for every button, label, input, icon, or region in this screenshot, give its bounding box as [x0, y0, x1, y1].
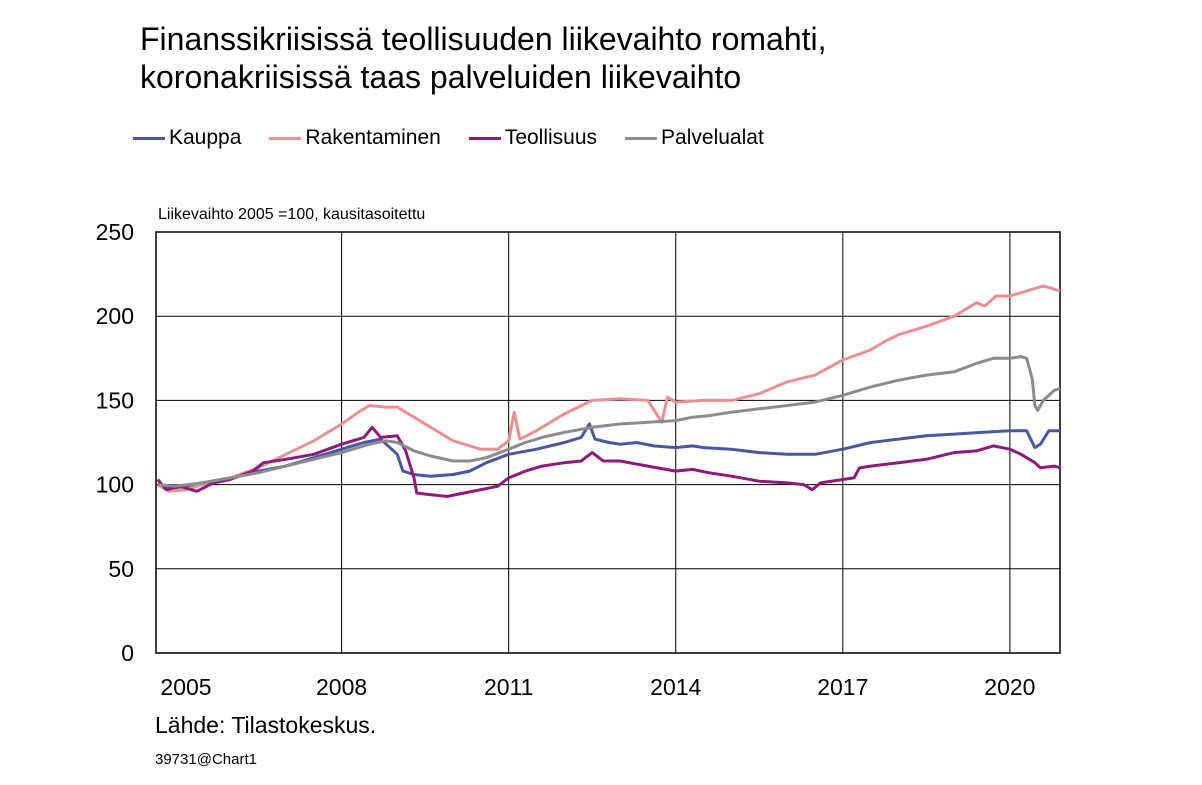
legend-swatch: [269, 136, 302, 140]
x-tick-label: 2008: [316, 674, 367, 700]
chart-id: 39731@Chart1: [155, 751, 257, 768]
legend-label: Kauppa: [169, 126, 242, 149]
series-line-rakentaminen: [157, 284, 1061, 493]
x-tick-label: 2005: [160, 674, 211, 700]
x-axis-ticks: 2005 2008 2011 2014 2017 2020: [160, 674, 1035, 700]
plot-area-frame: [155, 231, 1061, 654]
legend-label: Palvelualat: [661, 126, 764, 149]
legend-swatch: [468, 136, 501, 140]
y-tick-label: 0: [121, 640, 134, 666]
legend-swatch: [625, 136, 658, 140]
y-tick-label: 200: [96, 303, 134, 329]
legend-item-kauppa: Kauppa: [133, 126, 241, 150]
legend-item-teollisuus: Teollisuus: [468, 126, 598, 150]
series-layer: [156, 284, 1061, 498]
x-tick-label: 2020: [984, 674, 1035, 700]
legend-label: Rakentaminen: [305, 126, 441, 149]
chart-legend: Kauppa Rakentaminen Teollisuus Palvelualat: [133, 124, 792, 152]
legend-swatch: [133, 136, 165, 140]
y-tick-label: 100: [96, 472, 134, 498]
series-line-teollisuus: [156, 425, 1061, 498]
x-tick-label: 2014: [650, 674, 701, 700]
chart-title-line-1: Finanssikriisissä teollisuuden liikevaih…: [140, 21, 827, 57]
chart-title-line-2: koronakriisissä taas palveluiden liikeva…: [140, 59, 742, 95]
legend-item-rakentaminen: Rakentaminen: [269, 126, 441, 150]
chart-title: Finanssikriisissä teollisuuden liikevaih…: [140, 20, 1140, 96]
y-axis-label: Liikevaihto 2005 =100, kausitasoitettu: [158, 206, 425, 223]
y-tick-label: 250: [96, 219, 134, 245]
series-line-kauppa: [157, 422, 1060, 490]
y-tick-label: 50: [108, 556, 134, 582]
series-line-palvelualat: [157, 355, 1061, 488]
y-axis-ticks: 0 50 100 150 200 250: [96, 219, 134, 666]
legend-item-palvelualat: Palvelualat: [625, 126, 764, 150]
y-tick-label: 150: [96, 387, 134, 413]
legend-label: Teollisuus: [504, 126, 598, 149]
x-tick-label: 2011: [484, 674, 533, 700]
source-note: Lähde: Tilastokeskus.: [155, 712, 377, 738]
x-tick-label: 2017: [817, 674, 868, 700]
